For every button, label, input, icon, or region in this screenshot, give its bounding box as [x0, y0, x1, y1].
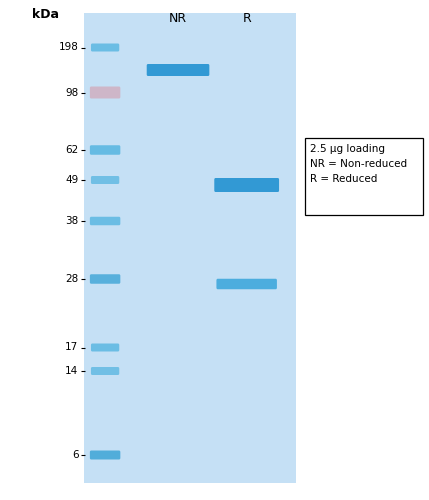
- Text: 17: 17: [65, 342, 79, 352]
- FancyBboxPatch shape: [91, 344, 119, 351]
- Text: 98: 98: [65, 88, 79, 98]
- FancyBboxPatch shape: [90, 274, 120, 284]
- FancyBboxPatch shape: [216, 279, 277, 289]
- Text: 198: 198: [59, 42, 79, 52]
- Text: kDa: kDa: [32, 8, 59, 21]
- Text: 38: 38: [65, 216, 79, 226]
- FancyBboxPatch shape: [90, 216, 120, 225]
- Bar: [84, 12, 296, 482]
- Text: NR: NR: [169, 12, 187, 26]
- FancyBboxPatch shape: [90, 145, 120, 155]
- Text: 62: 62: [65, 145, 79, 155]
- Text: 28: 28: [65, 274, 79, 284]
- FancyBboxPatch shape: [91, 44, 119, 52]
- FancyBboxPatch shape: [90, 450, 120, 460]
- Text: R: R: [242, 12, 251, 26]
- Text: 49: 49: [65, 175, 79, 185]
- Text: 6: 6: [72, 450, 79, 460]
- FancyBboxPatch shape: [91, 367, 119, 375]
- Text: 14: 14: [65, 366, 79, 376]
- FancyBboxPatch shape: [90, 86, 120, 99]
- FancyBboxPatch shape: [91, 176, 119, 184]
- FancyBboxPatch shape: [305, 138, 423, 215]
- FancyBboxPatch shape: [214, 178, 279, 192]
- Text: 2.5 μg loading
NR = Non-reduced
R = Reduced: 2.5 μg loading NR = Non-reduced R = Redu…: [310, 144, 407, 184]
- FancyBboxPatch shape: [147, 64, 209, 76]
